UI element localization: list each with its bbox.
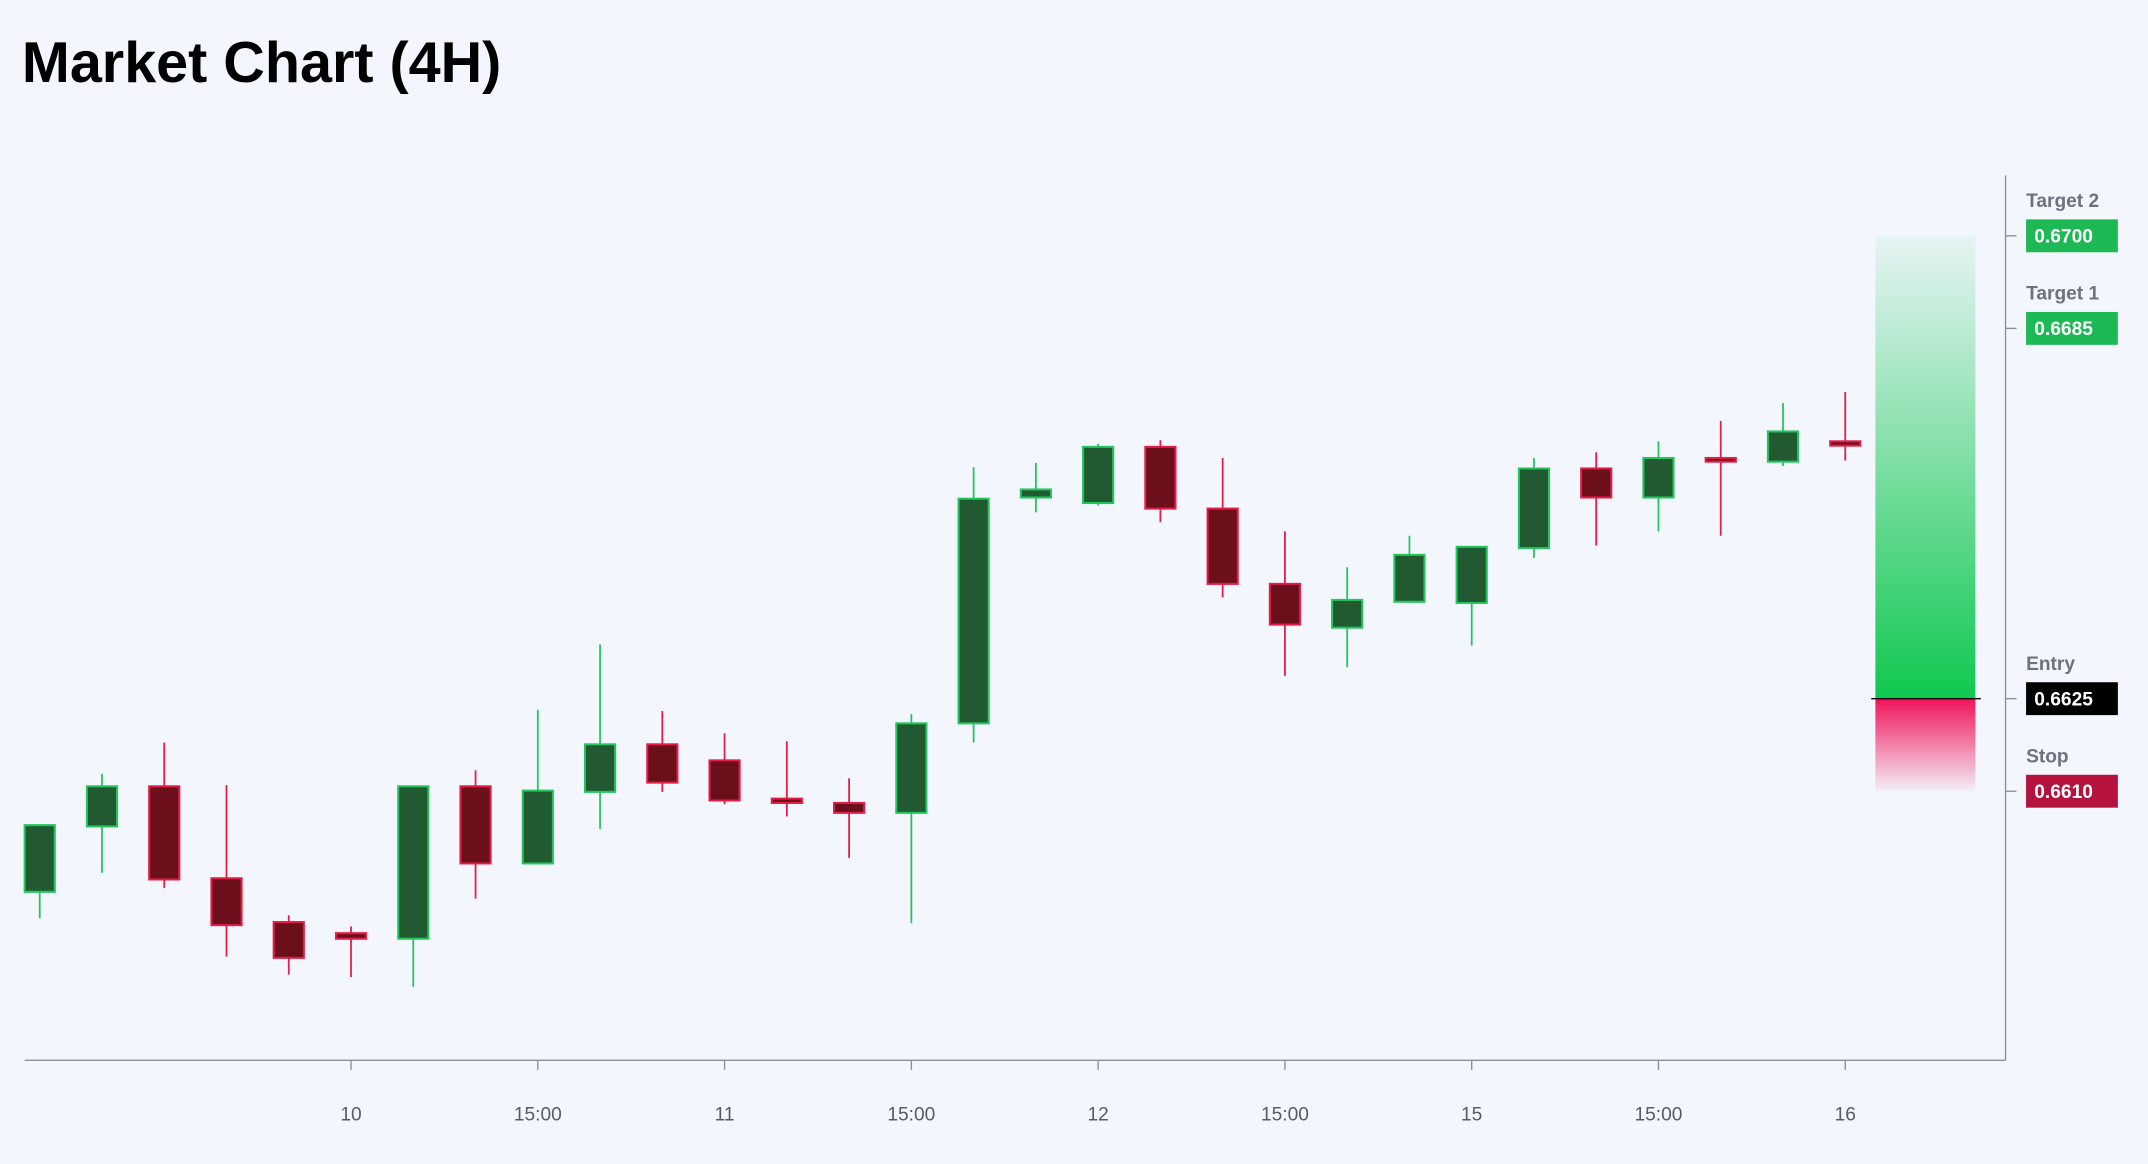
candle-body [646,743,679,784]
x-tick-label: 12 [1087,1105,1108,1126]
level-name: Stop [2026,746,2069,767]
level-name: Target 2 [2026,191,2099,212]
candle-body [1517,467,1551,550]
candle-body [1393,553,1426,603]
candle-body [1766,430,1800,463]
level-value: 0.6685 [2034,319,2093,340]
candle-body [1580,467,1613,499]
candle-body [85,785,119,828]
candle-body [397,785,430,940]
x-tick-label: 15:00 [1261,1105,1309,1126]
candle-body [1455,545,1488,605]
candle-body [1144,445,1177,510]
stop-zone [1875,698,1976,792]
x-tick-label: 15:00 [887,1105,935,1126]
candle-body [23,824,56,893]
candle-body [272,921,305,959]
candle-body [1082,445,1115,505]
candle-body [1331,598,1364,629]
candle-body [957,497,990,725]
x-tick-label: 15:00 [514,1105,562,1126]
x-tick-label: 15:00 [1635,1105,1683,1126]
level-name: Target 1 [2026,284,2099,305]
level-value: 0.6625 [2034,690,2093,711]
candle-body [1019,488,1052,499]
candle-body [210,877,243,927]
candle-body [1704,456,1737,463]
level-box [2026,311,2118,345]
candle-body [833,801,866,814]
candle-body [1642,456,1675,499]
candle-body [334,932,368,940]
target-zone [1875,235,1976,699]
level-name: Entry [2026,654,2075,675]
x-tick-label: 15 [1461,1105,1482,1126]
candle-body [148,785,181,881]
x-tick-label: 11 [715,1105,735,1126]
candle-body [521,789,554,865]
level-box [2026,774,2118,808]
candle-body [583,743,617,793]
candle-body [459,785,492,865]
candle-body [1206,507,1239,585]
x-tick-label: 16 [1835,1105,1856,1126]
candle-body [770,797,803,804]
candle-body [895,722,928,814]
level-box [2026,219,2118,253]
level-value: 0.6700 [2034,227,2093,248]
chart-title: Market Chart (4H) [22,31,501,95]
candle-body [1829,440,1862,447]
level-box [2026,682,2118,716]
candle-body [1268,582,1302,626]
x-tick-label: 10 [340,1105,361,1126]
level-value: 0.6610 [2034,782,2093,803]
candle-body [708,759,741,802]
